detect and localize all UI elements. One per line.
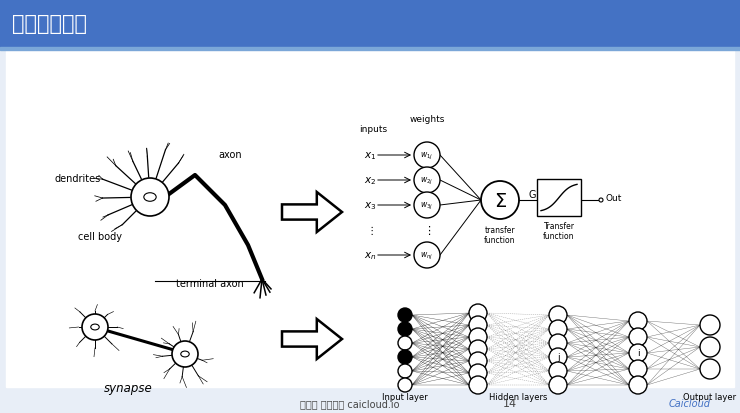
Circle shape <box>398 336 412 350</box>
Text: inputs: inputs <box>359 125 387 134</box>
Circle shape <box>481 182 519 219</box>
Circle shape <box>629 328 647 346</box>
Circle shape <box>469 364 487 382</box>
Circle shape <box>469 316 487 334</box>
Circle shape <box>398 364 412 378</box>
Text: Hidden layers: Hidden layers <box>489 392 547 401</box>
Circle shape <box>700 359 720 379</box>
Text: $x_2$: $x_2$ <box>364 175 376 186</box>
Circle shape <box>549 334 567 352</box>
Circle shape <box>414 142 440 169</box>
Circle shape <box>549 376 567 394</box>
Text: $x_3$: $x_3$ <box>364 199 376 211</box>
Text: $w_{nj}$: $w_{nj}$ <box>420 250 434 261</box>
Circle shape <box>414 168 440 194</box>
Text: $w_{3j}$: $w_{3j}$ <box>420 200 434 211</box>
Text: $w_{2j}$: $w_{2j}$ <box>420 175 434 186</box>
Text: j: j <box>556 353 559 362</box>
Circle shape <box>700 315 720 335</box>
Text: dendrites: dendrites <box>55 173 101 183</box>
Circle shape <box>469 328 487 346</box>
Text: G: G <box>528 190 536 199</box>
Circle shape <box>629 344 647 362</box>
Text: Input layer: Input layer <box>382 392 428 401</box>
Circle shape <box>469 304 487 322</box>
Text: Output layer: Output layer <box>684 392 736 401</box>
Text: axon: axon <box>218 150 242 159</box>
Circle shape <box>172 341 198 367</box>
Bar <box>0 0 740 47</box>
Polygon shape <box>282 319 342 359</box>
Circle shape <box>599 199 603 202</box>
Text: weights: weights <box>409 115 445 124</box>
Circle shape <box>700 337 720 357</box>
Circle shape <box>549 362 567 380</box>
Text: 神经网络模型: 神经网络模型 <box>12 14 87 34</box>
Text: $\vdots$: $\vdots$ <box>423 224 431 237</box>
Polygon shape <box>282 192 342 233</box>
Circle shape <box>414 192 440 218</box>
Circle shape <box>469 340 487 358</box>
Circle shape <box>398 322 412 336</box>
Text: $\vdots$: $\vdots$ <box>366 224 374 237</box>
Circle shape <box>549 348 567 366</box>
Text: $x_1$: $x_1$ <box>364 150 376 161</box>
Bar <box>537 180 581 216</box>
Text: Transfer
function: Transfer function <box>543 221 575 241</box>
Circle shape <box>398 308 412 322</box>
Circle shape <box>549 320 567 338</box>
Text: Σ: Σ <box>494 192 506 211</box>
Ellipse shape <box>181 351 189 357</box>
Text: $w_{1j}$: $w_{1j}$ <box>420 150 434 161</box>
Bar <box>6 50 734 387</box>
Bar <box>0 47 740 50</box>
Circle shape <box>469 376 487 394</box>
Text: terminal axon: terminal axon <box>176 278 244 288</box>
Text: i: i <box>636 349 639 358</box>
Circle shape <box>398 378 412 392</box>
Text: 郑泽宇 才云科技 caicloud.io: 郑泽宇 才云科技 caicloud.io <box>300 398 400 408</box>
Text: $x_n$: $x_n$ <box>364 249 376 261</box>
Text: synapse: synapse <box>104 381 152 394</box>
Circle shape <box>549 306 567 324</box>
Circle shape <box>82 314 108 340</box>
Circle shape <box>629 376 647 394</box>
Ellipse shape <box>144 193 156 202</box>
Circle shape <box>414 242 440 268</box>
Text: 14: 14 <box>503 398 517 408</box>
Text: cell body: cell body <box>78 231 122 242</box>
Text: Caicloud: Caicloud <box>669 398 711 408</box>
Circle shape <box>398 350 412 364</box>
Text: Out: Out <box>606 194 622 203</box>
Circle shape <box>629 312 647 330</box>
Circle shape <box>629 360 647 378</box>
Text: transfer
function: transfer function <box>484 225 516 245</box>
Circle shape <box>131 178 169 216</box>
Circle shape <box>469 352 487 370</box>
Ellipse shape <box>91 324 99 330</box>
